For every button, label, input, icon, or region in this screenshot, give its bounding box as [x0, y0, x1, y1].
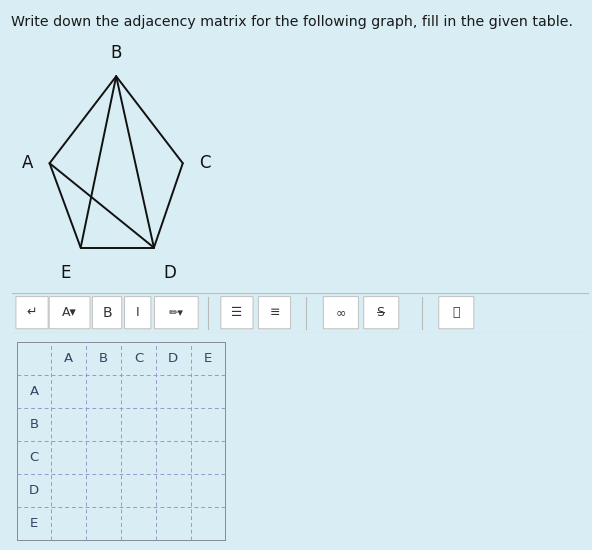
Text: A: A	[65, 353, 73, 365]
Text: D: D	[163, 264, 176, 282]
Text: D: D	[168, 353, 178, 365]
Text: B: B	[99, 353, 108, 365]
Text: C: C	[134, 353, 143, 365]
Text: A▾: A▾	[62, 306, 77, 319]
FancyBboxPatch shape	[16, 296, 48, 329]
FancyBboxPatch shape	[221, 296, 253, 329]
Text: A: A	[30, 386, 38, 398]
Text: A: A	[22, 154, 33, 172]
Text: ↵: ↵	[27, 306, 37, 319]
Text: D: D	[29, 485, 39, 497]
FancyBboxPatch shape	[155, 296, 198, 329]
Text: S̶̶: S̶̶	[377, 306, 385, 319]
Text: B: B	[111, 44, 122, 62]
FancyBboxPatch shape	[49, 296, 90, 329]
Text: E: E	[204, 353, 212, 365]
FancyBboxPatch shape	[363, 296, 399, 329]
FancyBboxPatch shape	[92, 296, 122, 329]
FancyBboxPatch shape	[124, 296, 151, 329]
Text: ∞: ∞	[336, 306, 346, 319]
Text: I: I	[136, 306, 140, 319]
Text: ⎙: ⎙	[452, 306, 460, 319]
Text: Write down the adjacency matrix for the following graph, fill in the given table: Write down the adjacency matrix for the …	[11, 15, 572, 29]
Text: ✏▾: ✏▾	[169, 307, 184, 318]
FancyBboxPatch shape	[439, 296, 474, 329]
Text: B: B	[30, 419, 38, 431]
Text: ≡: ≡	[269, 306, 279, 319]
Text: ☰: ☰	[231, 306, 243, 319]
Text: C: C	[200, 154, 211, 172]
Text: E: E	[60, 264, 70, 282]
FancyBboxPatch shape	[323, 296, 358, 329]
Text: C: C	[30, 452, 38, 464]
Text: E: E	[30, 518, 38, 530]
Text: B: B	[102, 306, 112, 320]
FancyBboxPatch shape	[258, 296, 291, 329]
